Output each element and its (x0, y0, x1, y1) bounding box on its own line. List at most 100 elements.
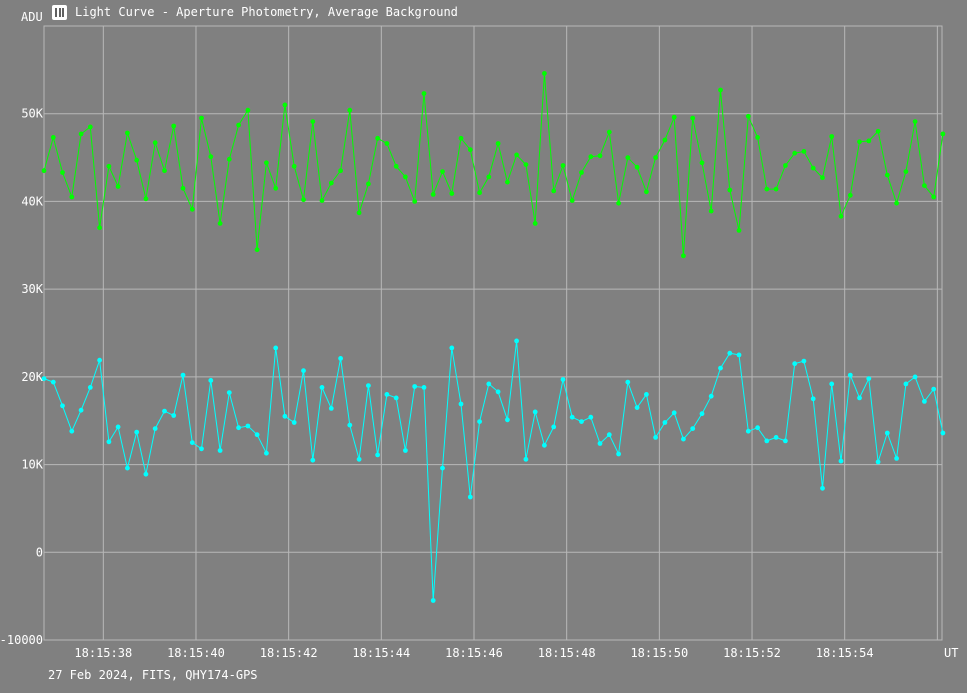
data-point (366, 383, 371, 388)
data-point (60, 403, 65, 409)
data-point (78, 131, 84, 137)
data-point (319, 198, 325, 204)
data-point (375, 452, 380, 458)
x-axis-label: UT (944, 646, 958, 660)
data-point (171, 413, 177, 418)
chart-axes: -10000 0 10K 20K 30K 40K 50K 18:15:38 18:15:40 18… (0, 10, 958, 660)
x-tick-label: 18:15:42 (260, 646, 318, 660)
data-point (773, 435, 779, 440)
data-point (606, 432, 612, 438)
data-point (254, 432, 260, 438)
data-point (115, 424, 121, 430)
data-point (708, 208, 714, 214)
data-point (97, 225, 102, 231)
data-point (467, 494, 473, 500)
data-point (523, 162, 529, 168)
data-point (634, 164, 640, 170)
data-point (236, 122, 242, 128)
data-point (134, 429, 140, 435)
data-point (208, 378, 214, 383)
data-point (328, 406, 334, 411)
data-point (560, 377, 566, 382)
data-point (467, 147, 473, 153)
data-point (226, 156, 232, 162)
data-point (440, 465, 445, 471)
data-point (291, 163, 297, 169)
y-axis-label: ADU (21, 10, 43, 24)
data-point (264, 160, 269, 166)
x-tick-label: 18:15:50 (630, 646, 688, 660)
data-point (875, 459, 881, 465)
data-point (356, 210, 362, 216)
data-point (866, 376, 872, 381)
y-tick-label: -10000 (0, 633, 43, 647)
data-point (838, 213, 844, 219)
data-point (310, 119, 316, 124)
data-point (106, 439, 112, 445)
data-point (208, 154, 214, 160)
data-point (41, 376, 47, 381)
data-point (829, 381, 835, 387)
data-point (810, 396, 816, 402)
data-point (745, 428, 751, 434)
data-point (764, 438, 770, 444)
chart-series (41, 71, 946, 603)
data-point (829, 134, 835, 139)
data-point (810, 165, 816, 171)
data-point (931, 194, 937, 200)
x-tick-label: 18:15:54 (816, 646, 874, 660)
data-point (226, 390, 232, 395)
data-point (412, 199, 418, 204)
data-point (783, 438, 788, 444)
series-1 (41, 71, 946, 259)
data-point (319, 385, 325, 390)
data-point (189, 440, 195, 445)
data-point (597, 153, 603, 159)
data-point (644, 392, 649, 397)
data-point (514, 338, 519, 344)
data-point (588, 154, 594, 160)
data-point (505, 417, 510, 423)
data-point (282, 413, 288, 419)
plot-frame (43, 25, 943, 641)
data-point (264, 450, 269, 456)
data-point (875, 128, 881, 134)
data-point (884, 172, 890, 178)
data-point (616, 451, 621, 457)
data-point (801, 358, 807, 364)
data-point (106, 163, 112, 169)
data-point (755, 425, 760, 431)
data-point (273, 345, 279, 351)
data-point (551, 424, 557, 430)
data-point (356, 456, 362, 462)
data-point (366, 181, 371, 187)
data-point (644, 189, 649, 195)
data-point (375, 135, 380, 141)
data-point (681, 253, 686, 259)
x-tick-label: 18:15:44 (352, 646, 410, 660)
y-tick-label: 10K (21, 458, 43, 472)
chart-grid (43, 25, 943, 641)
data-point (616, 200, 621, 206)
data-point (50, 379, 56, 385)
data-point (847, 192, 853, 198)
data-point (430, 192, 436, 197)
data-point (940, 131, 946, 137)
data-point (273, 185, 279, 191)
data-point (838, 458, 844, 464)
data-point (579, 170, 584, 175)
data-point (866, 138, 872, 144)
data-point (894, 456, 899, 461)
data-point (421, 385, 427, 390)
data-point (403, 174, 408, 180)
light-curve-app-icon (52, 4, 67, 20)
data-point (347, 107, 353, 113)
data-point (152, 140, 158, 146)
data-point (792, 150, 798, 156)
data-point (162, 408, 167, 414)
data-point (542, 442, 547, 448)
data-point (180, 372, 186, 378)
data-point (625, 155, 631, 161)
x-tick-label: 18:15:38 (74, 646, 132, 660)
data-point (579, 419, 584, 424)
